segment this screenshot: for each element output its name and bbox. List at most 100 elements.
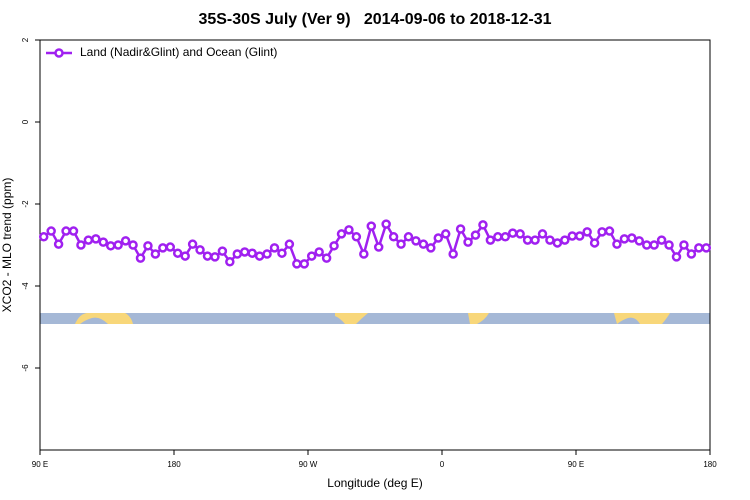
data-point [485, 235, 496, 245]
data-point [560, 235, 570, 245]
data-point [217, 246, 228, 256]
y-tick-label: 0 [21, 119, 30, 124]
data-point [306, 251, 317, 261]
x-axis-label: Longitude (deg E) [327, 476, 422, 490]
data-point [91, 234, 101, 244]
ocean-band [40, 313, 710, 324]
data-point [388, 232, 399, 242]
land-ocean-strip [40, 313, 710, 324]
data-point [537, 229, 548, 239]
data-point [582, 227, 592, 237]
data-point [143, 241, 153, 251]
data-point [411, 236, 421, 246]
data-point [433, 233, 444, 243]
data-point [128, 240, 138, 250]
data-point [68, 226, 79, 236]
data-point [135, 253, 146, 263]
data-point [500, 232, 511, 242]
data-point [210, 252, 220, 262]
data-point [61, 226, 71, 236]
data-point [321, 253, 332, 263]
data-point [359, 249, 369, 259]
data-point [53, 239, 64, 249]
data-point [165, 242, 176, 252]
data-point [470, 230, 481, 240]
data-point [113, 240, 123, 250]
data-point [545, 235, 555, 245]
data-point [448, 249, 458, 259]
data-point [574, 231, 585, 241]
data-point [403, 232, 414, 242]
y-tick-label: -2 [21, 200, 30, 208]
data-point [656, 235, 667, 245]
data-point [530, 235, 540, 245]
data-point [98, 237, 109, 247]
y-tick-label: 2 [21, 37, 30, 42]
data-point [634, 236, 645, 246]
data-point [344, 225, 354, 235]
data-point [120, 236, 131, 246]
data-point [455, 224, 466, 234]
data-point [292, 259, 302, 269]
y-axis-label: XCO2 - MLO trend (ppm) [0, 178, 14, 313]
data-point [366, 221, 377, 231]
data-point [239, 247, 250, 257]
data-point [478, 220, 488, 230]
chart-title: 35S-30S July (Ver 9) 2014-09-06 to 2018-… [198, 11, 551, 28]
data-point [664, 240, 674, 250]
legend-marker [54, 48, 64, 58]
data-point [604, 226, 615, 236]
data-point [195, 245, 205, 255]
data-point [351, 232, 362, 242]
y-tick-label: -6 [21, 364, 30, 372]
data-point [612, 239, 622, 249]
data-point [493, 232, 503, 242]
x-tick-label: 90 E [568, 460, 584, 469]
data-point [180, 251, 190, 261]
data-point [686, 249, 697, 259]
data-point [336, 229, 347, 239]
x-tick-label: 180 [167, 460, 181, 469]
data-point [426, 243, 436, 253]
x-tick-label: 0 [440, 460, 445, 469]
data-point [158, 243, 168, 253]
data-point [299, 259, 310, 269]
data-point [314, 247, 324, 257]
data-point [440, 229, 451, 239]
data-point [649, 240, 659, 250]
data-point [671, 252, 682, 262]
data-point [262, 249, 272, 259]
data-point [641, 240, 652, 250]
data-point [515, 229, 525, 239]
legend-label: Land (Nadir&Glint) and Ocean (Glint) [80, 45, 277, 59]
x-tick-label: 90 E [32, 460, 48, 469]
data-point [694, 243, 704, 253]
data-point [83, 235, 94, 245]
land-patch [614, 313, 670, 324]
x-tick-label: 180 [703, 460, 717, 469]
x-tick-label: 90 W [299, 460, 318, 469]
data-point [329, 241, 339, 251]
data-point [396, 239, 406, 249]
land-patch [468, 313, 489, 324]
data-point [150, 249, 161, 259]
data-point [552, 238, 563, 248]
land-patch [335, 313, 368, 324]
data-point [381, 219, 391, 229]
data-point [567, 231, 578, 241]
data-point [76, 240, 86, 250]
data-point [373, 242, 384, 252]
data-point [597, 227, 607, 237]
data-point [187, 239, 198, 249]
data-point [232, 249, 243, 259]
land-patch [75, 313, 133, 324]
data-point [701, 243, 712, 253]
data-point [589, 238, 600, 248]
data-point [463, 237, 473, 247]
data-point [46, 226, 56, 236]
y-tick-label: -4 [21, 282, 30, 290]
data-point [277, 248, 287, 258]
data-point [507, 228, 518, 238]
data-point [284, 239, 295, 249]
